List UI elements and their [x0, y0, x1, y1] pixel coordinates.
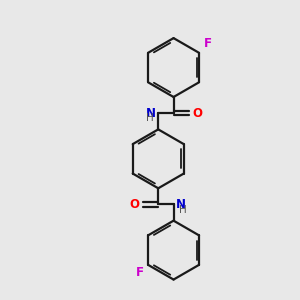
Text: F: F: [203, 37, 211, 50]
Text: N: N: [146, 107, 156, 120]
Text: O: O: [129, 198, 139, 211]
Text: H: H: [178, 205, 186, 215]
Text: O: O: [193, 107, 203, 120]
Text: N: N: [176, 198, 186, 211]
Text: F: F: [136, 266, 144, 279]
Text: H: H: [146, 113, 153, 124]
